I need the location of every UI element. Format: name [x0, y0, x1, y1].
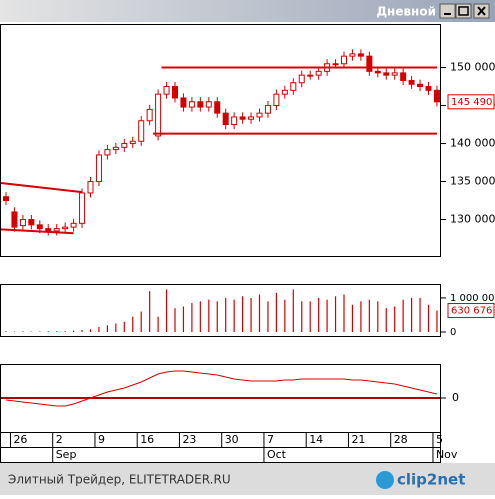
candle-body — [138, 120, 145, 142]
candle-body — [155, 93, 162, 137]
candle-body — [248, 116, 255, 120]
candle-body — [298, 74, 305, 84]
candle-body — [28, 219, 35, 226]
candle-body — [273, 93, 280, 107]
candle-body — [205, 101, 212, 108]
candle-body — [163, 86, 170, 95]
candle-body — [281, 89, 288, 95]
candle-body — [332, 63, 339, 66]
candle-body — [408, 79, 415, 85]
x-tick-label: 16 — [140, 433, 154, 446]
trend-line — [0, 182, 83, 194]
candle-body — [433, 89, 440, 103]
candle-body — [383, 72, 390, 76]
footer-logo: clip2net — [397, 471, 465, 489]
x-tick-label: 28 — [394, 433, 408, 446]
x-tick-label: 9 — [98, 433, 105, 446]
x-tick-label: 14 — [309, 433, 323, 446]
candle-body — [391, 72, 398, 76]
oscillator-line — [5, 370, 438, 407]
candle-body — [11, 211, 18, 228]
candle-body — [341, 55, 347, 65]
y-tick-label: 0 — [450, 327, 456, 338]
x-tick-label: 23 — [182, 433, 196, 446]
x-tick-label: 2 — [56, 433, 63, 446]
candle-body — [188, 101, 195, 108]
y-tick-label: 1 000 000 — [450, 293, 495, 304]
candle-body — [53, 228, 60, 232]
candle-body — [180, 97, 187, 108]
month-label: Sep — [56, 448, 77, 461]
candle-body — [315, 70, 322, 76]
y-tick-label: 135 000 — [450, 175, 495, 188]
last-value-label: 630 676 — [451, 306, 492, 317]
candle-body — [349, 53, 356, 57]
candle-body — [19, 219, 26, 227]
x-tick-label: 7 — [267, 433, 274, 446]
candle-body — [222, 112, 229, 126]
candle-body — [425, 86, 432, 91]
x-tick-label: 26 — [13, 433, 27, 446]
candle-body — [256, 112, 263, 118]
candle-body — [197, 101, 204, 108]
candle-body — [112, 146, 119, 151]
y-tick-label: 140 000 — [450, 137, 495, 150]
candle-body — [79, 192, 86, 224]
candle-body — [121, 143, 128, 148]
candle-body — [417, 83, 424, 88]
candle-body — [70, 222, 77, 228]
candle-body — [231, 116, 238, 126]
candle-body — [104, 149, 111, 156]
candle-body — [129, 140, 136, 145]
candle-body — [366, 55, 373, 72]
logo-icon — [376, 471, 394, 489]
y-tick-label: 130 000 — [450, 213, 495, 226]
candle-body — [172, 86, 178, 99]
month-label: Oct — [267, 448, 287, 461]
last-value-box — [447, 94, 495, 110]
candle-body — [3, 196, 9, 202]
x-tick-label: 21 — [351, 433, 365, 446]
candle-body — [36, 224, 43, 230]
window-buttons[interactable] — [439, 3, 490, 19]
candle-body — [95, 154, 102, 183]
candle-body — [87, 181, 94, 194]
footer-bar — [0, 463, 495, 495]
x-tick-label: 30 — [225, 433, 239, 446]
candle-body — [146, 108, 153, 122]
title-bar — [0, 0, 495, 22]
candle-body — [307, 74, 314, 77]
volume-panel — [0, 284, 441, 337]
month-label: Nov — [436, 448, 458, 461]
x-tick-label: 5 — [436, 433, 443, 446]
candle-body — [400, 72, 407, 81]
candle-body — [239, 116, 246, 120]
window-title: Дневной — [376, 5, 436, 19]
last-value-box — [447, 303, 495, 319]
candle-body — [290, 82, 297, 91]
y-tick-label: 150 000 — [450, 61, 495, 74]
candle-body — [45, 228, 52, 232]
footer-source: Элитный Трейдер, ELITETRADER.RU — [8, 473, 231, 487]
candle-body — [214, 101, 221, 114]
price-panel — [0, 24, 441, 257]
y-tick-label: 0 — [452, 391, 459, 404]
candle-body — [374, 70, 381, 74]
last-value-label: 145 490 — [451, 97, 492, 108]
candle-body — [357, 53, 364, 57]
candle-body — [62, 226, 69, 230]
candle-body — [264, 105, 271, 114]
trend-line — [0, 228, 74, 235]
